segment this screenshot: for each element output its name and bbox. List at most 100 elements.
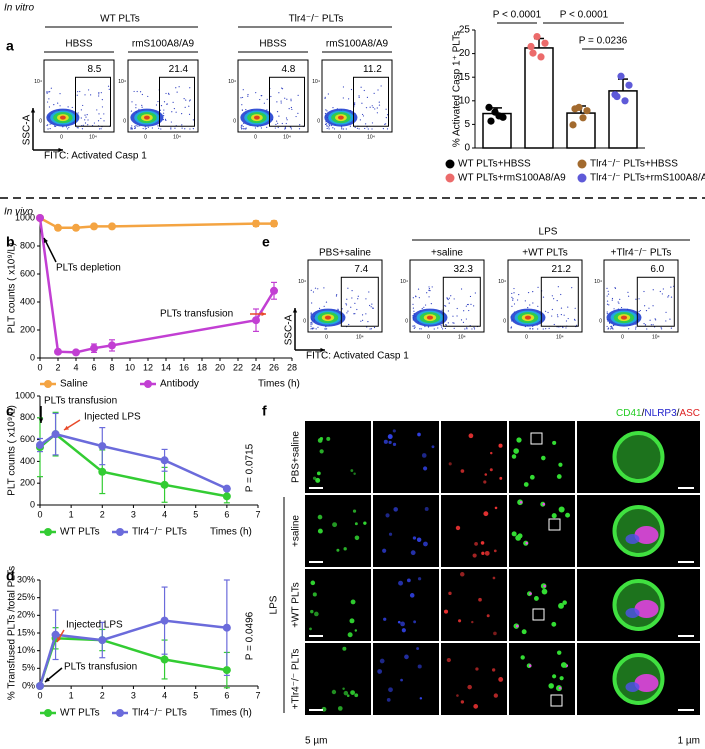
y-tick-label: 1000 — [15, 390, 35, 400]
flow-event — [98, 113, 100, 115]
cell — [346, 694, 350, 698]
flow-event — [85, 116, 87, 118]
y-tick-label: 200 — [20, 324, 35, 334]
flow-event — [342, 128, 345, 130]
flow-event — [242, 89, 244, 91]
flow-event — [167, 92, 170, 94]
flow-event — [511, 296, 513, 298]
flow-event — [290, 106, 293, 109]
flow-event — [470, 303, 472, 305]
data-point — [36, 682, 44, 690]
cell — [511, 531, 517, 537]
flow-event — [511, 292, 513, 295]
flow-event — [617, 301, 619, 303]
flow-event — [428, 296, 430, 298]
channel-legend: CD41/NLRP3/ASC — [616, 408, 700, 419]
flow-event — [147, 95, 149, 98]
data-point — [98, 442, 107, 451]
y-tick-label: 15% — [17, 627, 35, 637]
flow-event — [628, 328, 630, 330]
flow-event — [326, 125, 328, 127]
channel-name: CD41 — [616, 408, 642, 419]
flow-event — [260, 94, 262, 97]
flow-event — [606, 295, 608, 297]
flow-event — [275, 123, 277, 126]
flow-event — [98, 92, 100, 94]
cell — [494, 506, 498, 510]
flow-event — [466, 327, 468, 329]
flow-event — [46, 124, 48, 127]
flow-event — [433, 328, 435, 330]
micrograph — [373, 421, 439, 493]
channel-name: / — [642, 408, 645, 419]
flow-event — [627, 291, 629, 293]
flow-event — [556, 300, 558, 302]
flow-event — [67, 106, 69, 108]
flow-event — [55, 125, 57, 127]
series-line — [38, 217, 276, 354]
y-tick-label: 15 — [459, 72, 471, 83]
flow-event — [366, 96, 369, 99]
flow-event — [130, 128, 132, 130]
flow-event — [77, 127, 79, 129]
panel-letter: e — [262, 234, 270, 250]
flow-event — [101, 99, 103, 101]
cell — [483, 480, 487, 484]
legend-marker — [577, 173, 587, 183]
flow-event — [544, 310, 547, 312]
flow-event — [608, 304, 610, 306]
flow-event — [361, 113, 364, 116]
cell — [552, 674, 557, 679]
cell — [473, 704, 479, 709]
flow-event — [421, 307, 423, 310]
flow-event — [297, 94, 299, 96]
flow-event — [668, 295, 670, 297]
flow-gate — [75, 76, 111, 127]
flow-event — [635, 326, 637, 328]
flow-event — [49, 127, 51, 130]
significance-label: P < 0.0001 — [493, 10, 542, 21]
cell-overlay — [528, 664, 532, 668]
flow-event — [163, 101, 166, 103]
cell — [481, 551, 485, 555]
flow-event — [278, 92, 280, 94]
legend-marker — [44, 380, 52, 388]
flow-event — [270, 95, 272, 98]
cell — [336, 548, 340, 552]
flow-event — [380, 85, 382, 87]
flow-event — [453, 298, 455, 300]
condition-header: +Tlr4⁻/⁻ PLTs — [611, 248, 672, 259]
flow-event — [135, 107, 137, 109]
flow-tick-label: 0 — [503, 319, 506, 325]
cell — [385, 513, 390, 518]
flow-event — [84, 114, 86, 116]
cell — [400, 621, 405, 627]
flow-event — [529, 327, 531, 329]
flow-y-label: SSC-A — [284, 314, 295, 345]
data-point — [108, 222, 116, 231]
flow-tick-label: 10⁴ — [298, 279, 306, 285]
cell — [517, 533, 523, 539]
flow-event — [419, 328, 421, 330]
flow-event — [290, 100, 292, 102]
cell — [400, 678, 403, 682]
flow-event — [311, 321, 313, 323]
flow-event — [556, 314, 559, 316]
cell — [409, 593, 415, 598]
flow-event — [100, 92, 102, 94]
flow-event — [670, 327, 672, 329]
flow-event — [281, 87, 283, 89]
y-tick-label: 400 — [20, 456, 35, 466]
flow-event — [50, 87, 52, 89]
flow-event — [557, 316, 559, 318]
flow-event — [412, 307, 414, 309]
flow-event — [178, 86, 180, 88]
cell — [387, 434, 393, 440]
gate-percentage: 21.2 — [552, 264, 572, 275]
cell — [317, 438, 323, 443]
flow-event — [348, 98, 350, 100]
inflammasome — [634, 674, 659, 692]
flow-event — [356, 308, 358, 311]
flow-event — [171, 111, 173, 113]
flow-event — [369, 304, 371, 307]
